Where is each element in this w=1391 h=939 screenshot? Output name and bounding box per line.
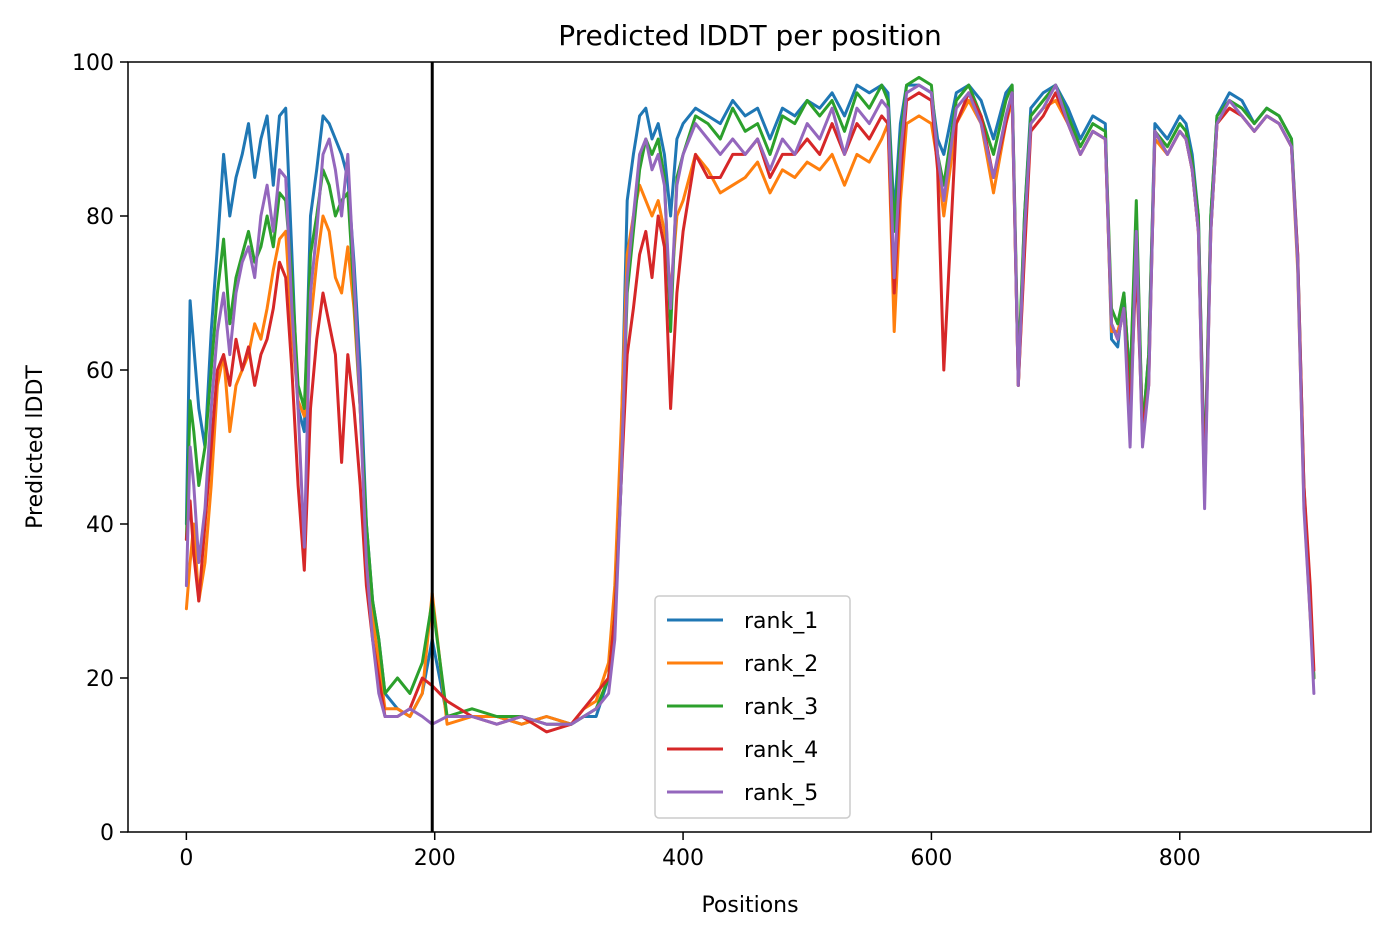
legend-label-rank_1: rank_1 <box>744 609 818 634</box>
y-axis: 0 20 40 60 80 100 <box>72 51 128 846</box>
y-tick-label: 20 <box>86 667 114 692</box>
legend-label-rank_4: rank_4 <box>744 738 818 763</box>
y-tick-label: 100 <box>72 51 114 76</box>
legend-label-rank_2: rank_2 <box>744 652 818 677</box>
y-tick-label: 80 <box>86 205 114 230</box>
legend-label-rank_5: rank_5 <box>744 781 818 806</box>
y-axis-label: Predicted lDDT <box>23 365 48 529</box>
series-layer <box>184 75 1316 734</box>
y-tick-label: 40 <box>86 513 114 538</box>
x-axis-label: Positions <box>701 893 798 918</box>
legend: rank_1 rank_2 rank_3 rank_4 rank_5 <box>654 595 851 819</box>
y-tick-label: 60 <box>86 359 114 384</box>
legend-label-rank_3: rank_3 <box>744 695 818 720</box>
x-tick-label: 800 <box>1159 846 1201 871</box>
plot-area-frame <box>127 61 1372 833</box>
y-tick-label: 0 <box>100 821 114 846</box>
legend-box <box>654 595 851 819</box>
series-line-rank_5 <box>184 83 1316 726</box>
chart-title: Predicted lDDT per position <box>558 19 942 52</box>
x-tick-label: 0 <box>179 846 193 871</box>
x-tick-label: 600 <box>910 846 952 871</box>
x-tick-label: 400 <box>662 846 704 871</box>
x-tick-label: 200 <box>414 846 456 871</box>
x-axis: 0 200 400 600 800 <box>179 832 1201 871</box>
